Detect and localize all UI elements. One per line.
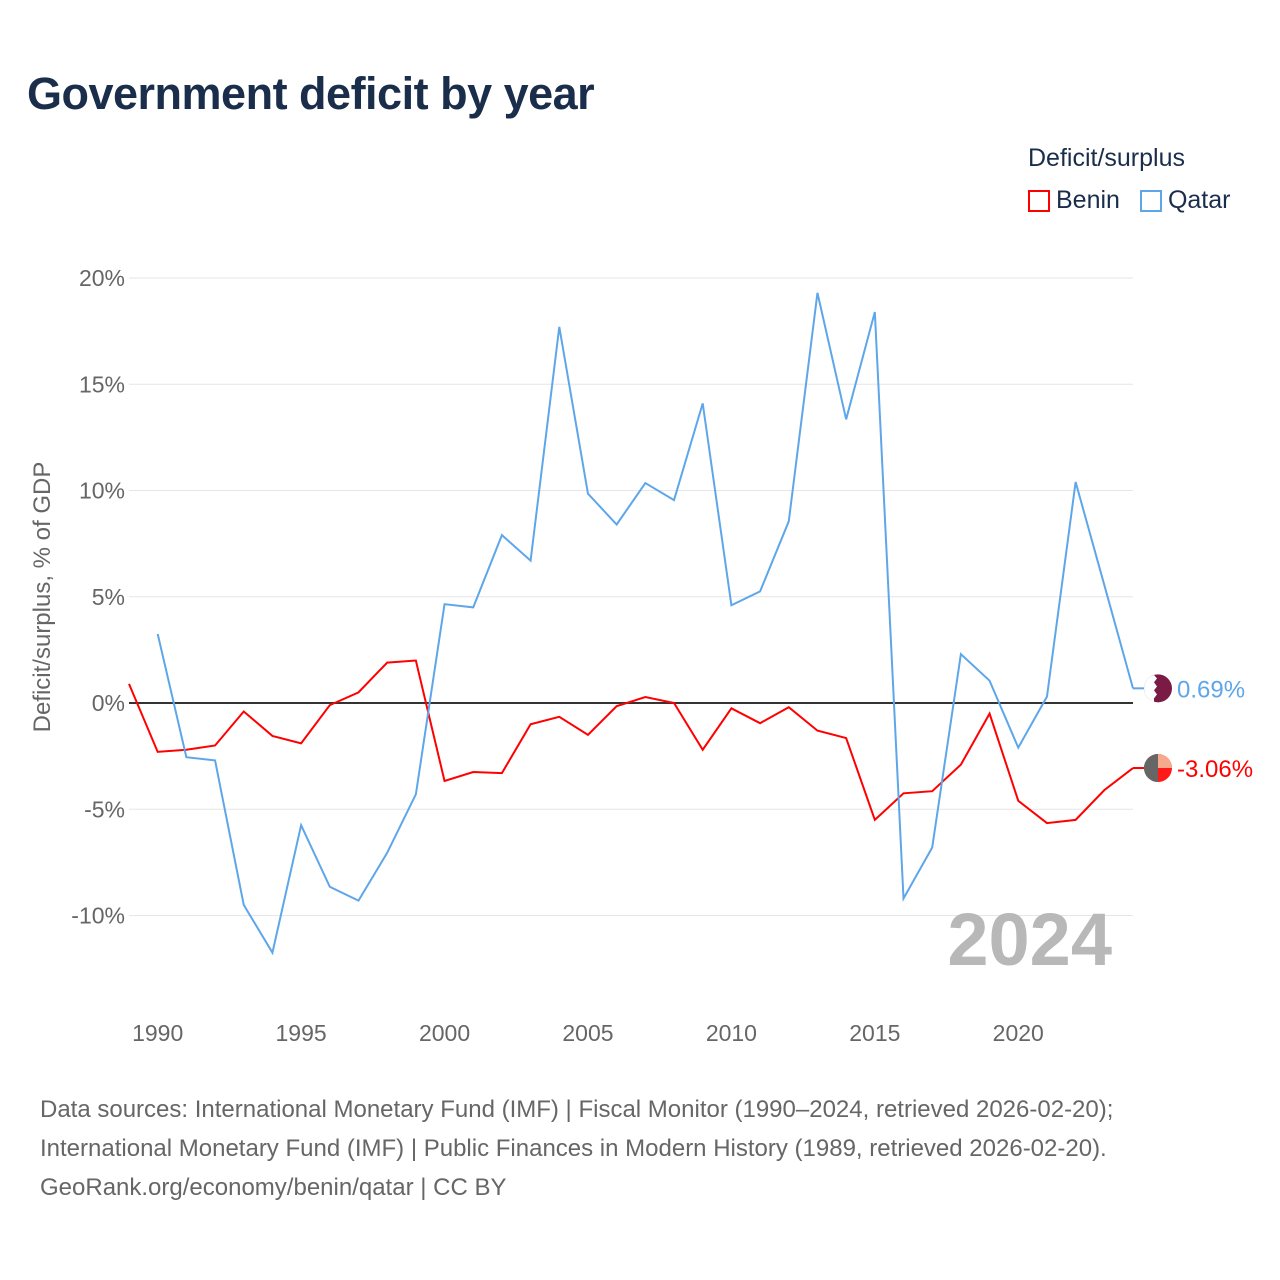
footer: Data sources: International Monetary Fun… <box>40 1090 1113 1207</box>
y-tick-label: 5% <box>92 584 125 610</box>
x-tick-label: 2020 <box>993 1020 1044 1046</box>
footer-source-1: Data sources: International Monetary Fun… <box>40 1096 1114 1123</box>
series-line-benin <box>128 659 1134 825</box>
x-tick-label: 2000 <box>419 1020 470 1046</box>
chart-title: Government deficit by year <box>27 68 595 119</box>
legend-label-benin: Benin <box>1056 186 1120 214</box>
end-value-label-qatar: 0.69% <box>1177 676 1245 703</box>
y-axis-label: Deficit/surplus, % of GDP <box>29 462 56 733</box>
footer-source-2: International Monetary Fund (IMF) | Publ… <box>40 1135 1107 1162</box>
legend-swatch-benin <box>1028 189 1050 212</box>
y-tick-label: 15% <box>79 371 125 397</box>
legend-swatch-qatar <box>1139 189 1162 212</box>
watermark-year: 2024 <box>947 898 1112 981</box>
qatar-flag-white-band <box>1144 674 1157 702</box>
legend-item-benin[interactable]: Benin <box>1028 186 1120 215</box>
x-tick-label: 2010 <box>706 1020 757 1046</box>
x-tick-label: 1995 <box>276 1020 327 1046</box>
legend-item-qatar[interactable]: Qatar <box>1139 186 1231 215</box>
y-tick-label: -5% <box>84 796 125 822</box>
series-line-qatar <box>156 292 1134 956</box>
y-tick-label: -10% <box>71 903 125 929</box>
y-tick-label: 20% <box>79 265 125 291</box>
y-tick-label: 10% <box>79 478 125 504</box>
benin-flag-left <box>1144 754 1158 783</box>
x-tick-label: 1990 <box>132 1020 183 1046</box>
legend-title: Deficit/surplus <box>1028 144 1185 172</box>
legend-label-qatar: Qatar <box>1167 186 1231 214</box>
x-tick-label: 2015 <box>849 1020 900 1046</box>
benin-flag-top <box>1158 754 1172 769</box>
footer-link[interactable]: GeoRank.org/economy/benin/qatar | CC BY <box>40 1174 507 1201</box>
end-value-label-benin: -3.06% <box>1177 756 1253 783</box>
x-tick-label: 2005 <box>562 1020 613 1046</box>
y-tick-label: 0% <box>92 690 125 716</box>
legend: Benin Qatar <box>1028 186 1242 215</box>
